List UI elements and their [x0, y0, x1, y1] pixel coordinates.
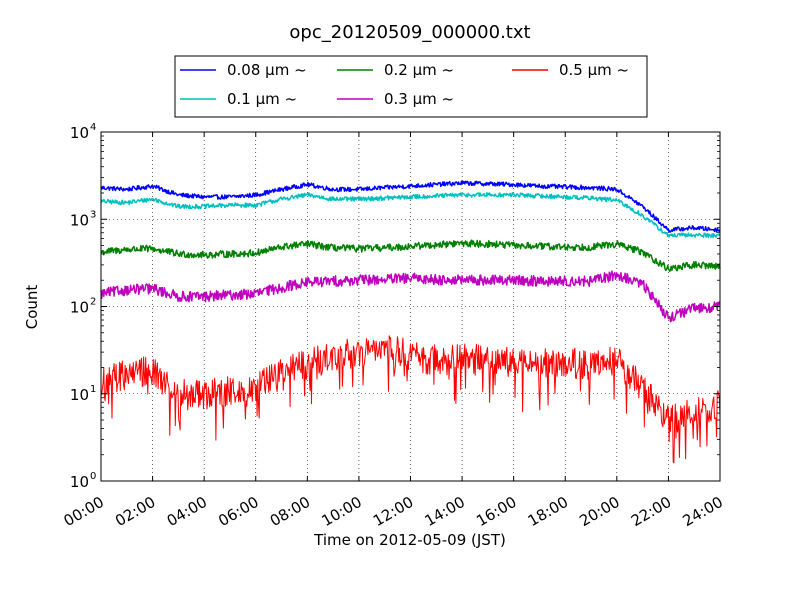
y-tick-label: 10 4 [70, 122, 96, 142]
legend: 0.08 μm ~ 0.1 μm ~ 0.2 μm ~ 0.3 μm ~ 0.5 μm … [174, 55, 648, 118]
legend-box [174, 55, 648, 118]
legend-entry: 0.1 μm ~ [180, 90, 297, 108]
y-tick-base: 10 [70, 299, 89, 317]
y-tick-base: 10 [70, 473, 89, 491]
y-tick-exponent: 1 [90, 384, 96, 395]
series-line [100, 180, 721, 233]
series-line [100, 270, 721, 323]
legend-entry: 0.08 μm ~ [180, 61, 307, 79]
legend-entry: 0.5 μm ~ [512, 61, 629, 79]
y-tick-base: 10 [70, 124, 89, 142]
y-tick-exponent: 3 [90, 209, 96, 220]
y-tick-label: 10 1 [70, 384, 96, 404]
y-tick-label: 10 2 [70, 297, 96, 317]
y-tick-exponent: 2 [90, 297, 96, 308]
series-line [100, 192, 721, 239]
legend-label: 0.2 μm ~ [384, 61, 454, 79]
series-layer [100, 180, 721, 464]
y-tick-exponent: 0 [90, 471, 96, 482]
legend-label: 0.08 μm ~ [227, 61, 307, 79]
legend-entry: 0.3 μm ~ [337, 90, 454, 108]
y-tick-label: 10 3 [70, 209, 96, 229]
legend-label: 0.3 μm ~ [384, 90, 454, 108]
series-line [100, 239, 721, 273]
x-axis-label: Time on 2012-05-09 (JST) [313, 531, 506, 549]
legend-label: 0.1 μm ~ [227, 90, 297, 108]
y-axis-label: Count [23, 285, 41, 330]
legend-entry: 0.2 μm ~ [337, 61, 454, 79]
y-tick-base: 10 [70, 386, 89, 404]
y-tick-exponent: 4 [90, 122, 96, 133]
y-tick-base: 10 [70, 211, 89, 229]
chart-title: opc_20120509_000000.txt [289, 22, 530, 43]
series-line [100, 335, 721, 464]
y-tick-label: 10 0 [70, 471, 96, 491]
legend-label: 0.5 μm ~ [559, 61, 629, 79]
